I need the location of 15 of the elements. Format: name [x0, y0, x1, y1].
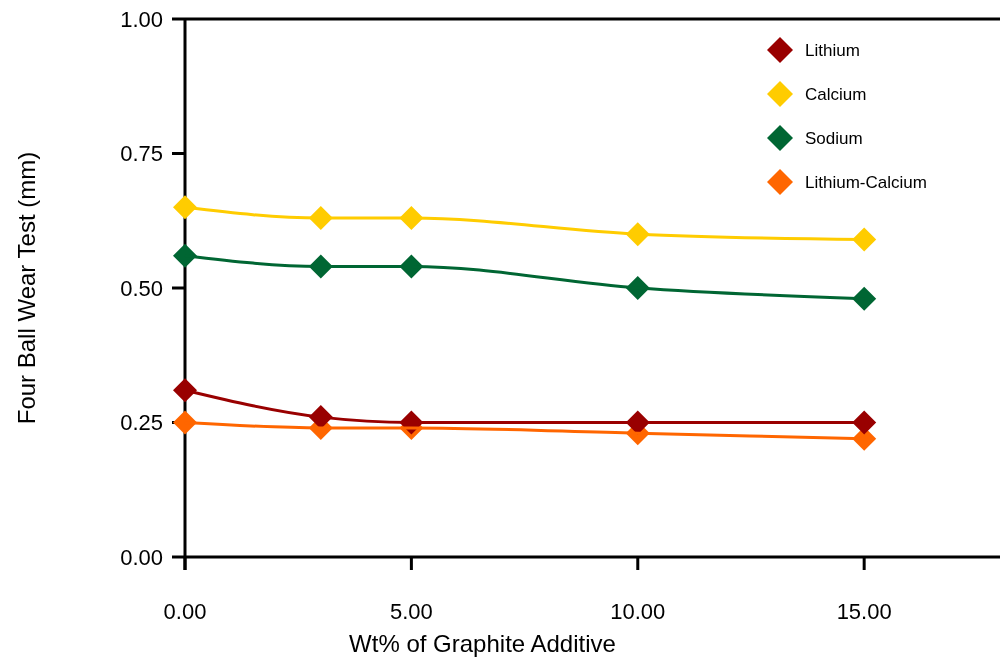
legend-label: Lithium-Calcium — [805, 172, 927, 192]
x-tick-label: 10.00 — [610, 599, 666, 624]
y-tick-label: 0.50 — [120, 275, 163, 301]
y-axis-title: Four Ball Wear Test (mm) — [13, 151, 40, 425]
legend-label: Sodium — [805, 128, 863, 148]
y-tick-label: 0.25 — [120, 410, 163, 436]
x-tick-label: 15.00 — [836, 599, 892, 624]
x-axis-title: Wt% of Graphite Additive — [349, 630, 616, 657]
x-tick-label: 5.00 — [389, 599, 433, 624]
y-tick-label: 0.00 — [120, 544, 163, 570]
y-tick-label: 0.75 — [120, 141, 163, 167]
y-tick-label: 1.00 — [120, 6, 163, 32]
x-tick-label: 0.00 — [163, 599, 207, 624]
legend-label: Calcium — [805, 84, 867, 104]
legend-label: Lithium — [805, 40, 860, 60]
